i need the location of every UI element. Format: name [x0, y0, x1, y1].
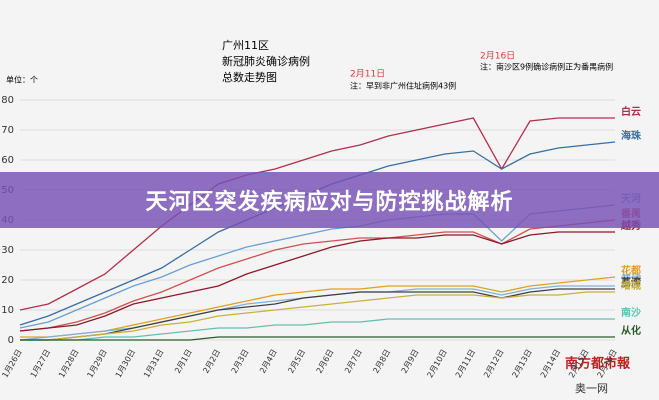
annotation-text: 注：南沙区9例确诊病例正为番禺病例 — [480, 62, 613, 72]
x-tick-label: 2月4日 — [258, 348, 279, 375]
chart-title: 总数走势图 — [222, 70, 277, 84]
series-line — [19, 117, 615, 311]
chart-title: 新冠肺炎确诊病例 — [222, 54, 310, 68]
watermark: 奥一网 — [575, 381, 608, 395]
series-line — [20, 318, 615, 341]
legend-label: 荔湾 — [620, 276, 641, 289]
series-line — [19, 141, 616, 326]
series-line — [20, 336, 615, 341]
series-line — [19, 219, 616, 332]
series-line — [20, 291, 615, 341]
series-line — [19, 285, 615, 341]
y-tick-label: 80 — [1, 95, 14, 106]
x-tick-label: 2月2日 — [201, 348, 222, 375]
legend-label: 白云 — [621, 105, 641, 118]
y-tick-label: 0 — [8, 335, 14, 346]
legend-label: 南沙 — [621, 306, 641, 319]
banner-title: 天河区突发疾病应对与防控挑战解析 — [0, 172, 659, 228]
legend-label: 花都 — [621, 264, 641, 277]
x-tick-label: 1月31日 — [142, 348, 165, 380]
chart-title: 广州11区 — [222, 39, 269, 52]
x-tick-label: 1月30日 — [114, 348, 137, 380]
y-tick-label: 70 — [1, 125, 14, 136]
y-tick-label: 30 — [1, 245, 14, 256]
x-tick-label: 1月28日 — [57, 348, 80, 380]
annotation-date: 2月16日 — [480, 51, 515, 62]
y-tick-label: 60 — [1, 155, 14, 166]
x-tick-label: 1月26日 — [0, 348, 23, 380]
y-tick-label: 20 — [1, 275, 14, 286]
x-tick-label: 2月5日 — [286, 348, 307, 375]
legend-label: 黄埔 — [621, 273, 641, 286]
x-tick-label: 2月9日 — [400, 348, 421, 375]
x-tick-label: 2月8日 — [371, 348, 392, 375]
legend-label: 从化 — [621, 324, 641, 337]
watermark: 南方都市報 — [565, 356, 631, 372]
x-tick-label: 2月13日 — [510, 348, 533, 380]
legend-label: 海珠 — [621, 129, 642, 142]
annotation-text: 注：早到非广州住址病例43例 — [350, 81, 456, 91]
series-line — [20, 276, 616, 338]
x-tick-label: 1月29日 — [85, 348, 108, 380]
x-tick-label: 2月11日 — [454, 348, 477, 380]
series-line — [19, 231, 615, 332]
x-tick-label: 2月6日 — [315, 348, 336, 375]
y-tick-label: 10 — [1, 305, 14, 316]
x-tick-label: 2月7日 — [343, 348, 364, 375]
x-tick-label: 2月12日 — [482, 348, 505, 380]
legend-label: 增城 — [621, 279, 641, 292]
annotation-date: 2月11日 — [350, 69, 385, 80]
x-tick-label: 2月1日 — [173, 348, 194, 375]
x-tick-label: 1月27日 — [29, 348, 52, 380]
x-tick-label: 2月14日 — [539, 348, 562, 380]
x-tick-label: 2月3日 — [230, 348, 251, 375]
y-unit: 单位：个 — [6, 75, 38, 85]
x-tick-label: 2月10日 — [425, 348, 448, 380]
series-line — [20, 288, 615, 341]
